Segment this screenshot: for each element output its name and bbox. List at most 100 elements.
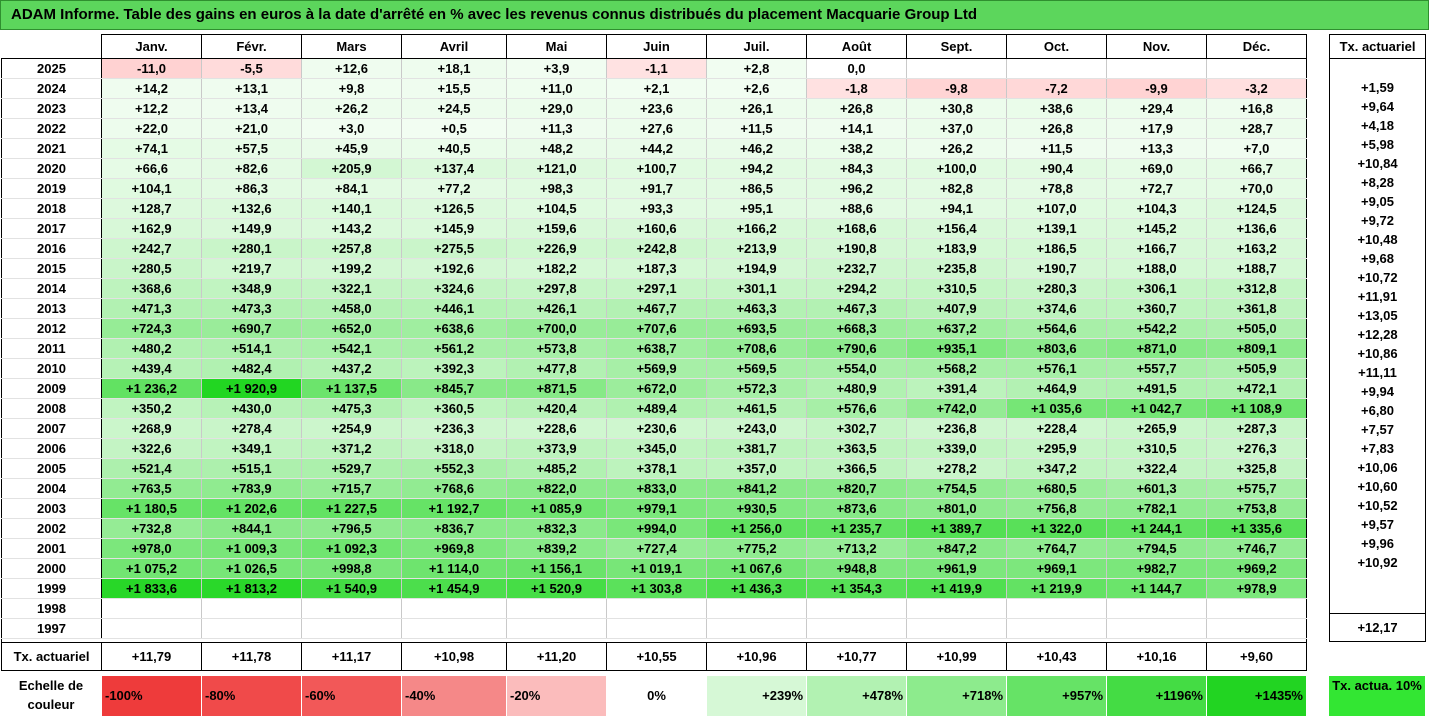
gain-cell: +978,9 xyxy=(1206,578,1307,599)
gain-cell: +832,3 xyxy=(506,518,607,539)
gain-cell: +564,6 xyxy=(1006,318,1107,339)
gain-cell: +708,6 xyxy=(706,338,807,359)
gain-cell: +426,1 xyxy=(506,298,607,319)
year-row: 1999 +1 833,6 +1 813,2 +1 540,9 +1 454,9 +1 5… xyxy=(1,578,1307,599)
gain-cell: +297,8 xyxy=(506,278,607,299)
gain-cell: +275,5 xyxy=(401,238,507,259)
gain-cell: +361,8 xyxy=(1206,298,1307,319)
gain-cell: +86,3 xyxy=(201,178,302,199)
year-row: 2021 +74,1 +57,5 +45,9 +40,5 +48,2 +44,2 +46,2 +… xyxy=(1,138,1307,159)
gain-cell: +190,7 xyxy=(1006,258,1107,279)
gain-cell: +439,4 xyxy=(101,358,202,379)
gain-cell: +26,1 xyxy=(706,98,807,119)
gain-cell: +72,7 xyxy=(1106,178,1207,199)
color-scale-swatch: -60% xyxy=(302,676,402,716)
year-row: 2003 +1 180,5 +1 202,6 +1 227,5 +1 192,7 +1 0… xyxy=(1,498,1307,519)
gain-cell: +242,7 xyxy=(101,238,202,259)
gain-cell: +322,6 xyxy=(101,438,202,459)
gain-cell: +268,9 xyxy=(101,418,202,439)
gain-cell: +121,0 xyxy=(506,158,607,179)
gain-cell: +360,5 xyxy=(401,398,507,419)
gain-cell: +26,8 xyxy=(806,98,907,119)
gain-cell: +13,1 xyxy=(201,78,302,99)
gain-cell xyxy=(806,598,907,619)
gain-cell: +366,5 xyxy=(806,458,907,479)
gain-cell: +845,7 xyxy=(401,378,507,399)
footer-rate-cell: +10,98 xyxy=(401,642,507,671)
year-row: 2016 +242,7 +280,1 +257,8 +275,5 +226,9 +242,8… xyxy=(1,238,1307,259)
color-scale-swatch: -40% xyxy=(402,676,507,716)
gain-cell: +464,9 xyxy=(1006,378,1107,399)
gain-cell: +88,6 xyxy=(806,198,907,219)
actuarial-rate-cell: +10,48 xyxy=(1329,229,1426,249)
gain-cell: +505,9 xyxy=(1206,358,1307,379)
footer-rate-cell: +10,43 xyxy=(1006,642,1107,671)
gain-cell: +324,6 xyxy=(401,278,507,299)
gain-cell: +693,5 xyxy=(706,318,807,339)
actuarial-rate-cell: +9,94 xyxy=(1329,381,1426,401)
footer-rate-cell: +10,77 xyxy=(806,642,907,671)
gain-cell: +1 920,9 xyxy=(201,378,302,399)
gain-cell: +40,5 xyxy=(401,138,507,159)
gains-table: Janv. Févr. Mars Avril Mai Juin Juil. Août Sept.… xyxy=(1,34,1307,671)
year-label: 2022 xyxy=(1,118,102,139)
year-label: 2008 xyxy=(1,398,102,419)
actuarial-rate-cell: +9,64 xyxy=(1329,96,1426,116)
gain-cell: +764,7 xyxy=(1006,538,1107,559)
gain-cell: +23,6 xyxy=(606,98,707,119)
gain-cell: +14,1 xyxy=(806,118,907,139)
month-header: Févr. xyxy=(201,34,302,59)
actuarial-rate-cell: +9,72 xyxy=(1329,210,1426,230)
gain-cell: +183,9 xyxy=(906,238,1007,259)
gain-cell: +1 092,3 xyxy=(301,538,402,559)
actuarial-rate-cell: +7,83 xyxy=(1329,438,1426,458)
year-row: 2023 +12,2 +13,4 +26,2 +24,5 +29,0 +23,6 +26,1 +… xyxy=(1,98,1307,119)
gain-cell: +136,6 xyxy=(1206,218,1307,239)
gain-cell: +100,0 xyxy=(906,158,1007,179)
actuarial-rate-cell xyxy=(1329,590,1426,610)
gain-cell: +458,0 xyxy=(301,298,402,319)
gain-cell: +159,6 xyxy=(506,218,607,239)
actuarial-rate-cell: +13,05 xyxy=(1329,305,1426,325)
year-row: 2013 +471,3 +473,3 +458,0 +446,1 +426,1 +467,7… xyxy=(1,298,1307,319)
gain-cell: +45,9 xyxy=(301,138,402,159)
gain-cell: +2,1 xyxy=(606,78,707,99)
gain-cell xyxy=(606,618,707,639)
gain-cell: +998,8 xyxy=(301,558,402,579)
gain-cell: +485,2 xyxy=(506,458,607,479)
gain-cell: +302,7 xyxy=(806,418,907,439)
gain-cell xyxy=(401,598,507,619)
gain-cell: +994,0 xyxy=(606,518,707,539)
gain-cell: +325,8 xyxy=(1206,458,1307,479)
gain-cell: +480,2 xyxy=(101,338,202,359)
gain-cell: +37,0 xyxy=(906,118,1007,139)
gain-cell: +192,6 xyxy=(401,258,507,279)
gain-cell: +128,7 xyxy=(101,198,202,219)
gain-cell: +107,0 xyxy=(1006,198,1107,219)
gain-cell: +205,9 xyxy=(301,158,402,179)
gain-cell: +70,0 xyxy=(1206,178,1307,199)
gain-cell: +969,1 xyxy=(1006,558,1107,579)
month-header: Juin xyxy=(606,34,707,59)
gain-cell: +90,4 xyxy=(1006,158,1107,179)
year-label: 1998 xyxy=(1,598,102,619)
gain-cell xyxy=(301,598,402,619)
gain-cell xyxy=(506,598,607,619)
gain-cell: +373,9 xyxy=(506,438,607,459)
year-row: 2000 +1 075,2 +1 026,5 +998,8 +1 114,0 +1 156… xyxy=(1,558,1307,579)
gain-cell: +96,2 xyxy=(806,178,907,199)
year-row: 1997 xyxy=(1,618,1307,639)
gain-cell: +1 244,1 xyxy=(1106,518,1207,539)
gain-cell: +66,6 xyxy=(101,158,202,179)
gain-cell: +228,6 xyxy=(506,418,607,439)
gain-cell: +322,4 xyxy=(1106,458,1207,479)
month-header: Avril xyxy=(401,34,507,59)
gain-cell: +844,1 xyxy=(201,518,302,539)
gain-cell: +775,2 xyxy=(706,538,807,559)
year-label: 2017 xyxy=(1,218,102,239)
color-scale-swatch: -20% xyxy=(507,676,607,716)
gain-cell: +707,6 xyxy=(606,318,707,339)
gain-cell: +132,6 xyxy=(201,198,302,219)
gain-cell: +29,0 xyxy=(506,98,607,119)
gain-cell: +100,7 xyxy=(606,158,707,179)
